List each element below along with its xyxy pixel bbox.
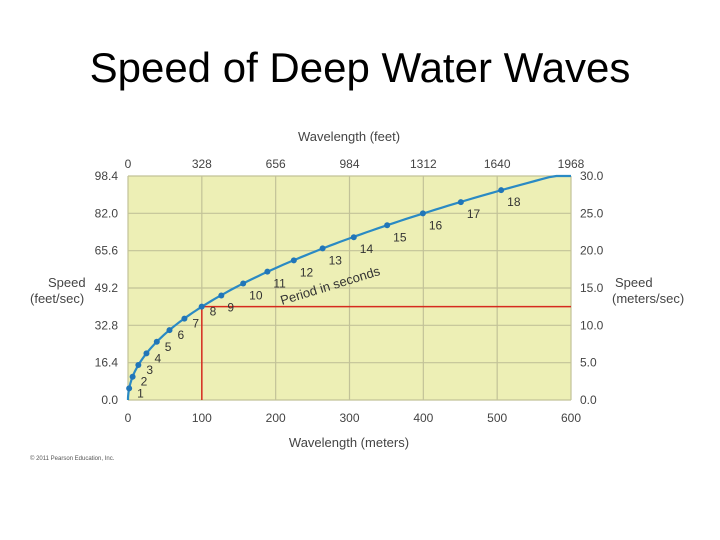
data-point	[198, 303, 205, 310]
data-point	[240, 280, 247, 287]
data-points	[126, 187, 505, 392]
x2-tick-label: 1312	[410, 157, 437, 171]
period-label: 16	[429, 218, 443, 232]
speed-curve	[126, 174, 571, 400]
x-tick-label: 100	[192, 411, 212, 425]
x-tick-label: 400	[413, 411, 433, 425]
x-tick-label: 200	[266, 411, 286, 425]
y-left-tick-label: 98.4	[95, 169, 119, 183]
period-label: 5	[165, 340, 172, 354]
period-label: 12	[300, 265, 314, 279]
period-label: 6	[177, 328, 184, 342]
x-tick-label: 600	[561, 411, 581, 425]
x2-tick-label: 1968	[558, 157, 585, 171]
period-label: 3	[146, 363, 153, 377]
data-point	[181, 315, 188, 322]
y-right-axis-label-line2: (meters/sec)	[612, 291, 684, 306]
x2-tick-label: 656	[266, 157, 286, 171]
period-label: 2	[141, 375, 148, 389]
period-label: 8	[210, 305, 217, 319]
x-axis-label: Wavelength (meters)	[289, 435, 409, 450]
y-right-tick-label: 0.0	[580, 393, 597, 407]
y-right-tick-label: 15.0	[580, 281, 604, 295]
y-left-axis-label-line1: Speed	[48, 275, 86, 290]
y-right-tick-label: 10.0	[580, 318, 604, 332]
period-label: 1	[137, 386, 144, 400]
x2-tick-label: 0	[125, 157, 132, 171]
y-right-tick-label: 30.0	[580, 169, 604, 183]
data-point	[218, 292, 225, 299]
y-right-tick-label: 25.0	[580, 206, 604, 220]
period-label: 4	[154, 351, 161, 365]
data-point	[350, 234, 357, 241]
period-label: 13	[329, 253, 343, 267]
y-left-tick-label: 49.2	[95, 281, 119, 295]
period-label: 11	[273, 277, 286, 291]
copyright-notice: © 2011 Pearson Education, Inc.	[30, 456, 115, 462]
data-point	[129, 373, 136, 380]
x-tick-label: 500	[487, 411, 507, 425]
x-tick-label: 0	[125, 411, 132, 425]
x2-tick-label: 328	[192, 157, 212, 171]
data-point	[126, 385, 133, 392]
y-right-tick-label: 20.0	[580, 244, 604, 258]
data-point	[135, 362, 142, 369]
y-left-tick-label: 82.0	[95, 206, 119, 220]
data-point	[290, 257, 297, 264]
period-label: 18	[507, 195, 521, 209]
data-point	[498, 187, 505, 194]
data-point	[143, 350, 150, 357]
y-right-tick-label: 5.0	[580, 356, 597, 370]
data-point	[319, 245, 326, 252]
y-right-axis-label-line1: Speed	[615, 275, 653, 290]
y-left-tick-label: 32.8	[95, 318, 119, 332]
data-point	[384, 222, 391, 229]
data-point	[419, 210, 426, 217]
x2-axis-label: Wavelength (feet)	[298, 129, 400, 144]
x2-tick-label: 1640	[484, 157, 511, 171]
period-label: 17	[467, 207, 481, 221]
y-left-tick-label: 0.0	[101, 393, 118, 407]
period-label: 10	[249, 289, 263, 303]
reference-lines	[201, 305, 571, 400]
x2-tick-label: 984	[339, 157, 359, 171]
data-point	[457, 199, 464, 206]
x-tick-label: 300	[339, 411, 359, 425]
y-left-tick-label: 16.4	[95, 356, 119, 370]
period-label: 9	[227, 300, 234, 314]
period-label: 15	[393, 230, 407, 244]
period-label: 14	[360, 242, 374, 256]
data-point	[264, 268, 271, 275]
slide-title: Speed of Deep Water Waves	[89, 44, 631, 91]
y-left-tick-label: 65.6	[95, 244, 119, 258]
period-label: 7	[192, 317, 199, 331]
data-point	[153, 338, 160, 345]
y-left-axis-label-line2: (feet/sec)	[30, 291, 84, 306]
data-point	[166, 327, 173, 334]
